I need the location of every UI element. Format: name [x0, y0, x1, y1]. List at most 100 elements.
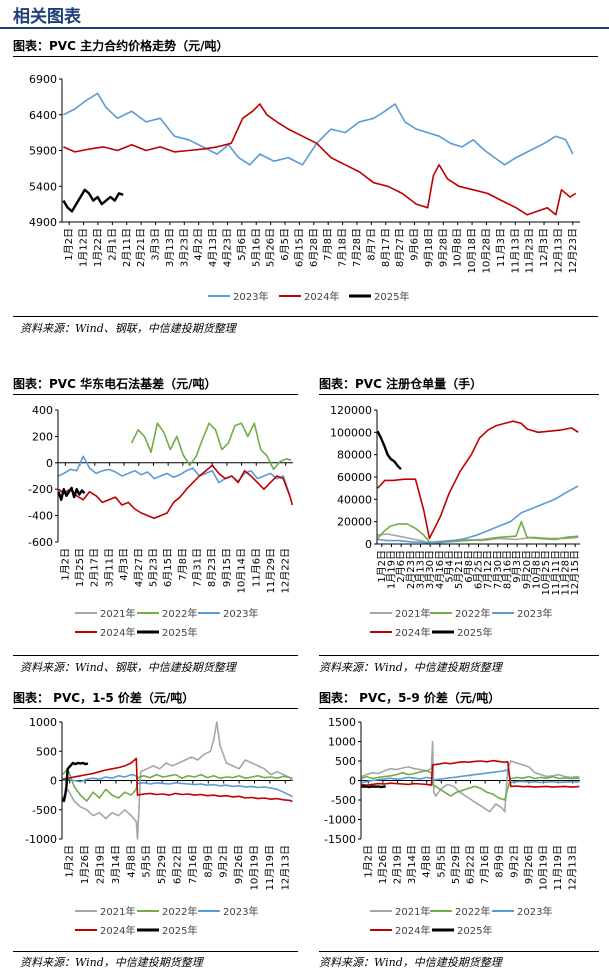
- spread15-chart-title-rule: [13, 708, 298, 709]
- spread59-y-tick-label: -1000: [324, 814, 356, 827]
- warehouse-y-tick-label: 80000: [337, 449, 372, 462]
- basis-x-tick-label: 12月22日: [280, 548, 292, 593]
- warehouse-legend-label: 2023年: [517, 607, 552, 620]
- main-x-tick-label: 10月28日: [480, 228, 492, 273]
- spread15-x-tick-label: 5月5日: [141, 845, 153, 878]
- spread59-x-tick-label: 5月29日: [450, 845, 462, 884]
- spread15-x-tick-label: 6月22日: [172, 845, 184, 884]
- warehouse-x-tick-label: 9月20日: [521, 550, 533, 589]
- spread15-x-tick-label: 4月8日: [125, 845, 137, 878]
- spread59-legend-label: 2022年: [455, 905, 490, 918]
- spread59-x-tick-label: 12月13日: [567, 845, 579, 890]
- warehouse-x-tick-label: 11月11日: [550, 550, 562, 595]
- basis-x-tick-label: 11月6日: [250, 548, 262, 587]
- warehouse-source-rule: [319, 655, 599, 656]
- main-y-tick-label: 6400: [29, 109, 57, 122]
- main-x-tick-label: 5月6日: [236, 228, 248, 261]
- spread15-series-line: [62, 773, 293, 798]
- basis-x-tick-label: 4月27日: [133, 548, 145, 587]
- spread59-chart-title-rule: [319, 708, 599, 709]
- main-y-tick-label: 4900: [29, 216, 57, 229]
- basis-x-tick-label: 9月15日: [221, 548, 233, 587]
- spread15-y-tick-label: -500: [32, 804, 57, 817]
- warehouse-y-tick-label: 60000: [337, 471, 372, 484]
- main-x-tick-label: 9月6日: [409, 228, 421, 261]
- spread59-series-line: [361, 759, 580, 788]
- spread59-series-line: [361, 785, 386, 789]
- main-legend-label: 2025年: [374, 290, 409, 303]
- main-y-tick-label: 5900: [29, 145, 57, 158]
- main-x-tick-label: 2月21日: [135, 228, 147, 267]
- basis-y-tick-label: -400: [28, 510, 53, 523]
- warehouse-legend-label: 2024年: [395, 626, 430, 639]
- spread59-x-tick-label: 9月26日: [523, 845, 535, 884]
- spread59-x-tick-label: 2月19日: [392, 845, 404, 884]
- main-legend-label: 2024年: [304, 290, 339, 303]
- spread59-x-tick-label: 4月8日: [421, 845, 433, 878]
- basis-x-tick-label: 1月2日: [59, 548, 71, 581]
- spread59-x-tick-label: 10月19日: [538, 845, 550, 890]
- warehouse-chart-title-rule: [319, 394, 599, 395]
- warehouse-x-tick-label: 5月21日: [453, 550, 465, 589]
- spread15-x-tick-label: 11月19日: [264, 845, 276, 890]
- spread59-x-tick-label: 5月5日: [435, 845, 447, 878]
- warehouse-x-tick-label: 3月13日: [415, 550, 427, 589]
- main-x-tick-label: 1月22日: [92, 228, 104, 267]
- basis-legend-label: 2024年: [100, 626, 135, 639]
- warehouse-x-tick-label: 10月25日: [540, 550, 552, 595]
- spread59-series-line: [361, 769, 580, 801]
- main-x-tick-label: 6月15日: [293, 228, 305, 267]
- main-legend-label: 2023年: [233, 290, 268, 303]
- spread15-x-tick-label: 12月13日: [279, 845, 291, 890]
- basis-source: 资料来源：Wind、钢联，中信建投期货整理: [20, 661, 236, 674]
- main-x-tick-label: 2月1日: [106, 228, 118, 261]
- basis-x-tick-label: 1月25日: [74, 548, 86, 587]
- main-x-tick-label: 12月3日: [538, 228, 550, 267]
- spread59-source-rule: [319, 951, 599, 952]
- spread15-chart-title: 图表： PVC，1-5 价差（元/吨）: [13, 691, 195, 705]
- warehouse-y-tick-label: 20000: [337, 516, 372, 529]
- spread59-chart: -1500 -1000 -500 0 500 1000 1500 1月2日 1月26日 2月19日…: [324, 716, 580, 937]
- warehouse-series-line: [377, 520, 579, 544]
- spread59-series-line: [361, 768, 580, 784]
- basis-series-line: [58, 464, 294, 520]
- basis-x-tick-label: 5月23日: [147, 548, 159, 587]
- spread15-x-tick-label: 3月14日: [110, 845, 122, 884]
- warehouse-x-tick-label: 6月8日: [463, 550, 475, 583]
- main-x-tick-label: 5月16日: [250, 228, 262, 267]
- basis-legend-label: 2022年: [162, 607, 197, 620]
- spread15-y-tick-label: -1000: [25, 833, 57, 846]
- warehouse-x-tick-label: 4月16日: [434, 550, 446, 589]
- main-x-tick-label: 1月2日: [63, 228, 75, 261]
- main-series-line: [63, 103, 577, 216]
- spread59-x-tick-label: 6月22日: [465, 845, 477, 884]
- basis-x-tick-label: 4月3日: [118, 548, 130, 581]
- main-x-tick-label: 7月18日: [337, 228, 349, 267]
- warehouse-y-tick-label: 120000: [330, 404, 372, 417]
- page-title-rule: [0, 27, 609, 29]
- warehouse-series-line: [376, 430, 402, 471]
- main-y-tick-label: 5400: [29, 180, 57, 193]
- spread59-x-tick-label: 1月2日: [362, 845, 374, 878]
- basis-x-tick-label: 2月17日: [89, 548, 101, 587]
- basis-chart-title: 图表：PVC 华东电石法基差（元/吨）: [13, 377, 217, 391]
- main-chart-title: 图表：PVC 主力合约价格走势（元/吨）: [13, 39, 229, 53]
- spread15-x-tick-label: 8月9日: [202, 845, 214, 878]
- warehouse-x-tick-label: 7月12日: [482, 550, 494, 589]
- main-x-tick-label: 12月23日: [567, 228, 579, 273]
- main-x-tick-label: 12月13日: [552, 228, 564, 273]
- warehouse-legend-label: 2022年: [455, 607, 490, 620]
- warehouse-x-tick-label: 2月6日: [395, 550, 407, 583]
- spread59-x-tick-label: 1月26日: [377, 845, 389, 884]
- main-x-tick-label: 9月18日: [423, 228, 435, 267]
- main-x-tick-label: 9月28日: [437, 228, 449, 267]
- warehouse-source: 资料来源：Wind，中信建投期货整理: [319, 661, 502, 674]
- basis-y-tick-label: -600: [28, 536, 53, 549]
- basis-x-tick-label: 11月29日: [265, 548, 277, 593]
- spread15-source-rule: [13, 951, 298, 952]
- spread15-series-line: [61, 767, 293, 802]
- spread15-x-tick-label: 1月2日: [64, 845, 76, 878]
- basis-series-line: [57, 486, 86, 501]
